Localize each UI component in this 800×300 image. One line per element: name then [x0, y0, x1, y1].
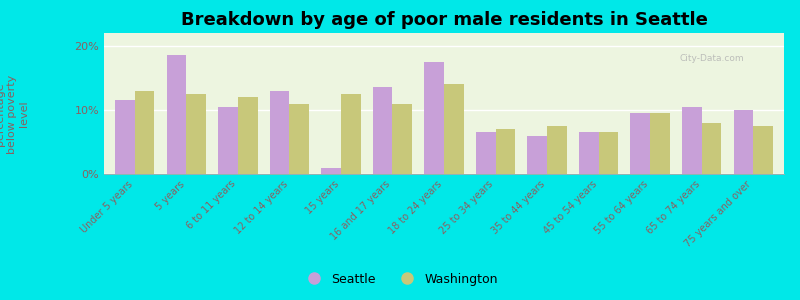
Bar	[598, 132, 618, 174]
Bar	[290, 103, 309, 174]
Bar	[650, 113, 670, 174]
Bar	[630, 113, 650, 174]
Bar	[341, 94, 361, 174]
Bar	[167, 56, 186, 174]
Bar	[702, 123, 721, 174]
Title: Breakdown by age of poor male residents in Seattle: Breakdown by age of poor male residents …	[181, 11, 707, 29]
Bar	[186, 94, 206, 174]
Bar	[444, 84, 463, 174]
Bar	[547, 126, 566, 174]
Bar	[238, 97, 258, 174]
Bar	[527, 136, 547, 174]
Bar	[218, 107, 238, 174]
Bar	[135, 91, 154, 174]
Bar	[476, 132, 495, 174]
Bar	[373, 88, 393, 174]
Bar	[579, 132, 598, 174]
Bar	[322, 168, 341, 174]
Bar	[393, 103, 412, 174]
Bar	[495, 129, 515, 174]
Bar	[734, 110, 753, 174]
Text: City-Data.com: City-Data.com	[679, 54, 744, 63]
Legend: Seattle, Washington: Seattle, Washington	[297, 268, 503, 291]
Bar	[753, 126, 773, 174]
Bar	[115, 100, 135, 174]
Bar	[270, 91, 290, 174]
Bar	[682, 107, 702, 174]
Text: percentage
below poverty
level: percentage below poverty level	[0, 74, 29, 154]
Bar	[425, 62, 444, 174]
